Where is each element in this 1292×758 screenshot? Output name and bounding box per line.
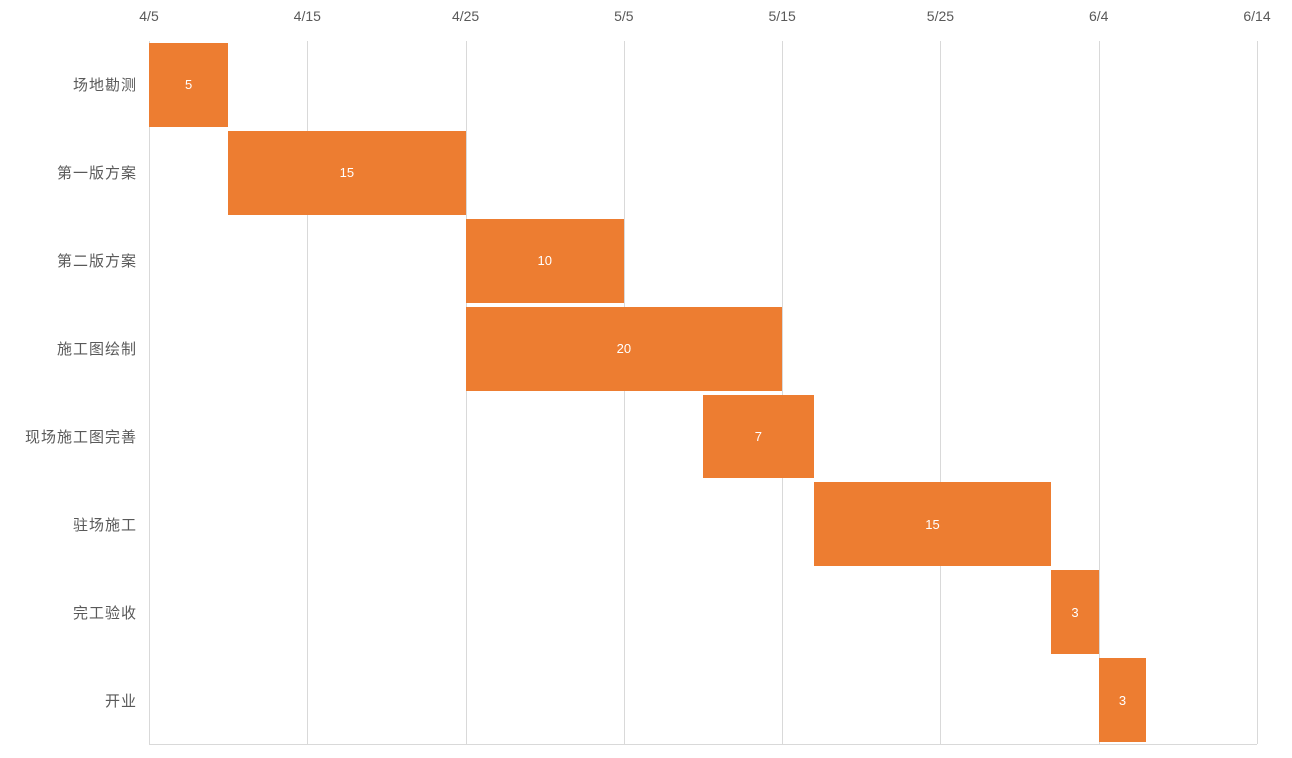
gridline	[1098, 41, 1100, 744]
x-tick-label: 4/5	[139, 8, 159, 24]
x-tick-label: 5/5	[614, 8, 634, 24]
x-tick-label: 4/25	[451, 8, 480, 24]
gridline	[623, 41, 625, 744]
bar-value-label: 20	[616, 341, 632, 357]
category-label: 现场施工图完善	[24, 428, 137, 446]
gantt-bar: 3	[1098, 658, 1147, 742]
category-label: 施工图绘制	[56, 341, 137, 359]
x-tick-label: 5/25	[926, 8, 955, 24]
gantt-bar: 10	[465, 218, 624, 303]
bar-value-label: 15	[925, 516, 940, 532]
gantt-bar: 15	[228, 130, 466, 215]
gridline	[1257, 41, 1258, 744]
bar-value-label: 3	[1071, 604, 1079, 620]
gantt-bar: 7	[703, 394, 814, 479]
gridline	[307, 41, 309, 744]
bar-value-label: 3	[1118, 692, 1127, 708]
category-label: 第二版方案	[56, 253, 137, 271]
gridline	[149, 41, 150, 744]
gantt-bar: 20	[465, 306, 783, 391]
bar-value-label: 7	[754, 428, 763, 444]
x-tick-label: 6/14	[1243, 8, 1271, 24]
bar-value-label: 10	[537, 253, 552, 269]
category-label: 开业	[104, 692, 137, 710]
x-axis-line	[149, 744, 1257, 745]
category-label: 完工验收	[72, 604, 137, 622]
x-tick-label: 6/4	[1088, 8, 1109, 24]
x-tick-label: 5/15	[768, 8, 796, 24]
category-label: 第一版方案	[56, 165, 137, 183]
x-tick-label: 4/15	[293, 8, 321, 24]
bar-value-label: 5	[184, 77, 193, 93]
gridline	[940, 41, 942, 744]
category-label: 场地勘测	[72, 77, 137, 95]
gantt-bar: 15	[813, 482, 1052, 567]
gantt-bar: 5	[149, 43, 229, 127]
gantt-bar: 3	[1051, 570, 1099, 655]
gridline	[465, 41, 467, 744]
category-label: 驻场施工	[72, 516, 137, 534]
bar-value-label: 15	[339, 165, 355, 181]
gridline	[782, 41, 784, 744]
